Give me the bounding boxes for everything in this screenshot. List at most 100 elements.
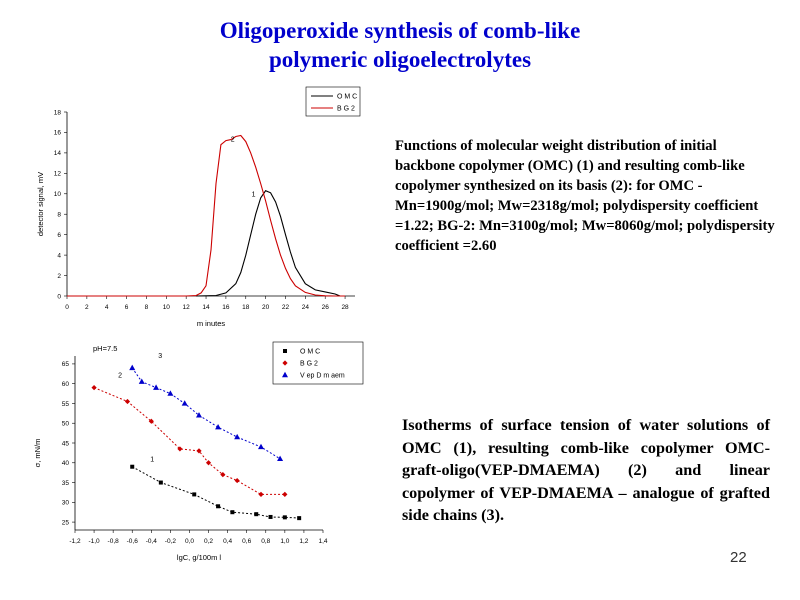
chart2-data-point: [148, 418, 154, 424]
chart1-y-tick-label: 12: [54, 171, 62, 178]
chart2-data-point: [254, 512, 259, 517]
chart1-curve-number: 2: [231, 137, 235, 144]
chart2-x-tick-label: -1,0: [88, 538, 100, 545]
chart2-y-tick-label: 40: [62, 460, 70, 467]
chart1-y-tick-label: 4: [57, 252, 61, 259]
slide-title: Oligoperoxide synthesis of comb-like pol…: [0, 16, 800, 74]
chart2-legend-box: [272, 341, 364, 385]
chart2-data-point: [205, 460, 212, 466]
chart2-y-tick-label: 30: [62, 500, 70, 507]
chart2-data-point: [124, 398, 131, 405]
chart1-x-tick-label: 0: [65, 304, 69, 311]
chart2-x-tick-label: 1,4: [318, 538, 327, 545]
chart2-data-point: [234, 477, 240, 484]
mwd-description: Functions of molecular weight distributi…: [395, 138, 775, 254]
chart2-series-trend: [131, 466, 300, 519]
chart2-data-point: [158, 480, 163, 485]
chart2-curve-number: 3: [158, 353, 162, 360]
chart1-x-tick-label: 28: [341, 304, 349, 311]
chart2-data-point: [196, 412, 202, 418]
chart1-legend-box: [305, 86, 361, 117]
chart1-x-tick-label: 26: [322, 304, 330, 311]
chart2-x-axis-label: lgC, g/100m l: [177, 553, 222, 562]
chart1-series-line: [67, 134, 346, 297]
chart2-legend-label: B G 2: [300, 361, 318, 368]
chart1-x-tick-label: 4: [105, 304, 109, 311]
title-line-2: polymeric oligoelectrolytes: [268, 47, 532, 72]
chart2-data-point: [297, 516, 302, 521]
chart2-series-trend: [131, 367, 281, 460]
chart1-x-tick-label: 6: [125, 304, 129, 311]
chart2-data-point: [277, 455, 284, 462]
chart1-y-tick-label: 8: [57, 212, 61, 219]
chart2-y-tick-label: 60: [62, 381, 70, 388]
chart2-legend-marker: [282, 371, 288, 378]
chart2-data-point: [192, 492, 197, 497]
chart2-data-point: [177, 446, 183, 452]
chart1-y-tick-label: 6: [57, 232, 61, 239]
chart2-x-tick-label: 1,0: [280, 538, 289, 545]
chart2-y-tick-label: 25: [62, 519, 70, 526]
chart1-x-axis-label: m inutes: [197, 319, 226, 328]
chart1-legend-label: B G 2: [337, 106, 355, 113]
chart2-x-tick-label: -0,2: [165, 538, 177, 545]
chart2-legend-label: V ep D m aem: [300, 373, 345, 380]
chart1-y-tick-label: 18: [54, 109, 62, 116]
chart1-y-tick-label: 0: [57, 293, 61, 300]
chart2-legend-marker: [282, 360, 288, 366]
chart1-x-tick-label: 8: [145, 304, 149, 311]
chart2-x-tick-label: 0,8: [261, 538, 270, 545]
chart2-x-tick-label: 0,2: [204, 538, 213, 545]
chart1-legend-label: O M C: [337, 94, 357, 101]
chart2-x-tick-label: -0,8: [108, 538, 120, 545]
chart2-x-tick-label: -1,2: [69, 538, 81, 545]
chart1-x-tick-label: 14: [202, 304, 210, 311]
isotherm-description: Isotherms of surface tension of water so…: [402, 416, 770, 524]
chart1-x-tick-label: 12: [183, 304, 191, 311]
chart2-data-point: [234, 433, 241, 440]
chart2-data-point: [215, 423, 222, 430]
title-line-1: Oligoperoxide synthesis of comb-like: [219, 18, 581, 43]
chart2-data-point: [282, 491, 288, 498]
chart1-x-tick-label: 20: [262, 304, 270, 311]
chart2-x-tick-label: 0,0: [185, 538, 194, 545]
chart1-x-tick-label: 2: [85, 304, 89, 311]
chart2-y-tick-label: 45: [62, 440, 70, 447]
chart2-data-point: [230, 510, 235, 515]
chart2-y-tick-label: 55: [62, 401, 70, 408]
chart1-x-tick-label: 18: [242, 304, 250, 311]
chart2-y-tick-label: 35: [62, 480, 70, 487]
chart2-curve-number: 1: [150, 457, 154, 464]
page-number: 22: [730, 549, 747, 566]
chart2-data-point: [153, 384, 160, 390]
chart2-data-point: [196, 448, 202, 454]
chart2-y-tick-label: 65: [62, 361, 70, 368]
chart1-x-tick-label: 22: [282, 304, 290, 311]
chart2-x-tick-label: 1,2: [299, 538, 308, 545]
chart2-data-point: [129, 364, 136, 371]
chart2-data-point: [258, 491, 264, 498]
chart2-legend-label: O M C: [300, 349, 320, 356]
chart2-data-point: [181, 400, 188, 406]
chart2-data-point: [130, 464, 135, 469]
chart2-x-tick-label: 0,6: [242, 538, 251, 545]
chart2-x-tick-label: 0,4: [223, 538, 232, 545]
chart1-y-tick-label: 2: [57, 273, 61, 280]
chart1-y-axis-label: detector signal, mV: [36, 172, 45, 236]
chart2-data-point: [268, 514, 273, 519]
chart2-data-point: [91, 385, 97, 391]
chart2-x-tick-label: -0,6: [127, 538, 139, 545]
chart2-curve-number: 2: [118, 373, 122, 380]
chart1-y-tick-label: 16: [54, 130, 62, 137]
chart1-y-tick-label: 14: [54, 150, 62, 157]
chart1-x-tick-label: 10: [163, 304, 171, 311]
chart2-data-point: [216, 504, 221, 509]
chart2-annotation: pH=7.5: [93, 344, 117, 353]
chart2-data-point: [167, 390, 174, 396]
chart2-series-trend: [93, 387, 285, 495]
chart2-data-point: [258, 443, 264, 450]
chart2-legend-marker: [283, 349, 287, 353]
chart2-data-point: [220, 472, 226, 478]
chart1-curve-number: 1: [252, 192, 256, 199]
